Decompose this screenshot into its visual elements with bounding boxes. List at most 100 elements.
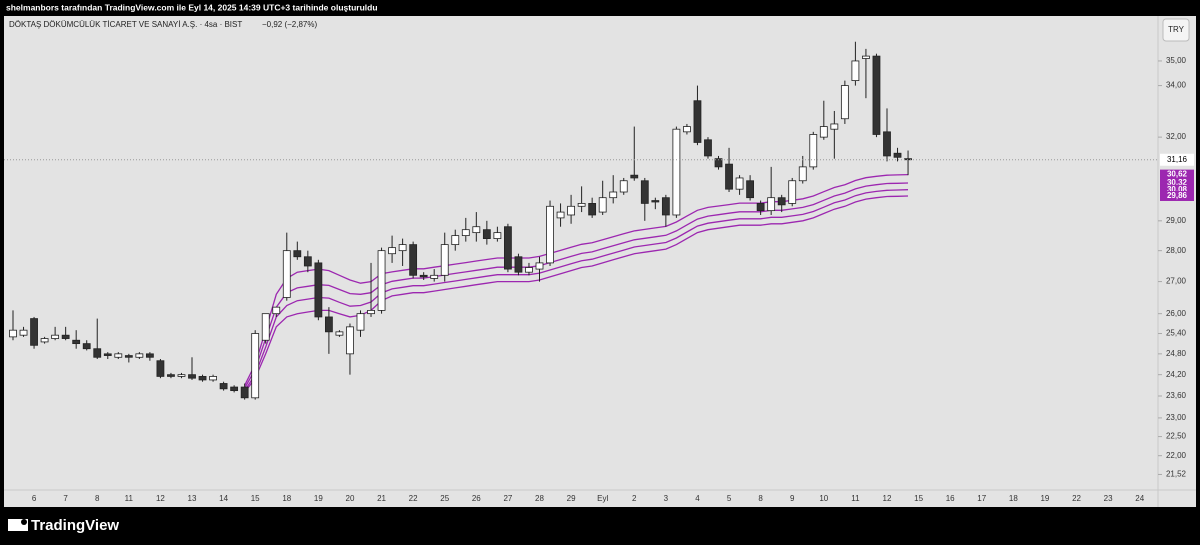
indicator-value-label: 29,86 <box>1167 191 1188 200</box>
candle-body <box>156 360 165 377</box>
x-tick-label: 10 <box>819 494 828 503</box>
y-tick-label: 35,00 <box>1166 56 1187 65</box>
candle-body <box>556 211 565 219</box>
currency-button[interactable] <box>1162 18 1190 42</box>
x-tick-label: 4 <box>695 494 700 503</box>
x-tick-label: 12 <box>883 494 892 503</box>
candle-body <box>809 134 818 168</box>
indicator-value-box <box>1160 169 1194 180</box>
candle-body <box>798 166 807 182</box>
x-tick-label: 11 <box>125 494 134 503</box>
x-tick-label: 19 <box>1040 494 1049 503</box>
indicator-value-label: 30,08 <box>1167 185 1188 194</box>
x-tick-label: 9 <box>790 494 795 503</box>
candle-body <box>440 244 449 276</box>
indicator-value-box <box>1160 177 1194 188</box>
x-tick-label: 13 <box>188 494 197 503</box>
candle-body <box>303 256 312 267</box>
x-tick-label: 21 <box>377 494 386 503</box>
y-tick-label: 24,80 <box>1166 349 1187 358</box>
candle-body <box>51 334 60 339</box>
brand: TradingView <box>31 517 119 534</box>
candle-body <box>377 250 386 311</box>
x-tick-label: 7 <box>63 494 68 503</box>
logo-dot <box>21 519 27 525</box>
candle-body <box>767 197 776 212</box>
candle-body <box>167 374 175 377</box>
candle-body <box>777 197 786 206</box>
footer-logo <box>8 519 28 531</box>
x-tick-label: 16 <box>946 494 955 503</box>
candle-body <box>346 326 354 355</box>
x-tick-label: 17 <box>977 494 986 503</box>
candle-body <box>240 386 249 399</box>
candle-body <box>293 250 302 258</box>
x-tick-label: 5 <box>727 494 732 503</box>
y-tick-label: 29,00 <box>1166 216 1187 225</box>
candle-body <box>188 374 196 379</box>
x-tick-label: 22 <box>409 494 418 503</box>
candle-body <box>640 180 649 204</box>
candle-body <box>93 348 102 358</box>
candle-body <box>714 158 723 168</box>
candle-body <box>514 256 523 273</box>
x-tick-label: 29 <box>567 494 576 503</box>
candle-body <box>830 123 839 130</box>
candle-body <box>61 334 70 339</box>
x-tick-label: 22 <box>1072 494 1081 503</box>
chart-pane <box>4 16 1196 507</box>
candle-body <box>756 203 765 212</box>
candle-body <box>30 318 38 346</box>
y-tick-label: 32,00 <box>1166 132 1187 141</box>
candle-body <box>272 306 281 315</box>
indicator-line <box>244 182 909 389</box>
candle-body <box>198 376 207 381</box>
candle-body <box>19 329 28 336</box>
candle-body <box>609 191 618 199</box>
candle-body <box>72 339 81 345</box>
x-tick-label: 19 <box>314 494 323 503</box>
y-tick-label: 25,40 <box>1166 329 1187 338</box>
indicator-value-label: 30,62 <box>1167 170 1188 179</box>
change-label: −0,92 (−2,87%) <box>262 20 317 29</box>
indicator-line <box>244 189 909 391</box>
x-tick-label: 24 <box>1135 494 1144 503</box>
x-tick-label: 11 <box>851 494 860 503</box>
candle-body <box>535 262 544 270</box>
last-price-box <box>1160 153 1194 166</box>
x-tick-label: 2 <box>632 494 637 503</box>
candle-body <box>504 226 512 270</box>
candle-body <box>314 262 323 318</box>
candle-body <box>619 180 628 193</box>
candle-body <box>230 386 239 392</box>
candle-body <box>788 180 797 204</box>
candle-body <box>630 174 639 179</box>
x-tick-label: 12 <box>156 494 165 503</box>
y-tick-label: 23,60 <box>1166 391 1187 400</box>
currency: TRY <box>1168 25 1185 34</box>
y-tick-label: 28,00 <box>1166 246 1187 255</box>
x-tick-label: Eyl <box>597 494 608 503</box>
candle-body <box>430 274 439 279</box>
candle-body <box>114 353 123 358</box>
candle-body <box>124 355 133 358</box>
candle-body <box>209 376 217 381</box>
symbol-title: DÖKTAŞ DÖKÜMCÜLÜK TİCARET VE SANAYİ A.Ş.… <box>9 20 242 29</box>
x-tick-label: 3 <box>664 494 669 503</box>
x-tick-label: 15 <box>251 494 260 503</box>
x-tick-label: 23 <box>1104 494 1113 503</box>
y-tick-label: 24,20 <box>1166 370 1187 379</box>
candle-body <box>893 152 902 158</box>
candle-body <box>672 128 681 216</box>
candle-body <box>388 247 396 255</box>
y-tick-label: 26,00 <box>1166 309 1187 318</box>
candle-body <box>356 313 365 331</box>
candle-body <box>177 374 186 377</box>
x-tick-label: 28 <box>535 494 544 503</box>
candle-body <box>577 203 586 207</box>
x-tick-label: 25 <box>440 494 449 503</box>
candle-body <box>651 200 660 203</box>
candle-body <box>588 203 597 216</box>
x-tick-label: 27 <box>503 494 512 503</box>
